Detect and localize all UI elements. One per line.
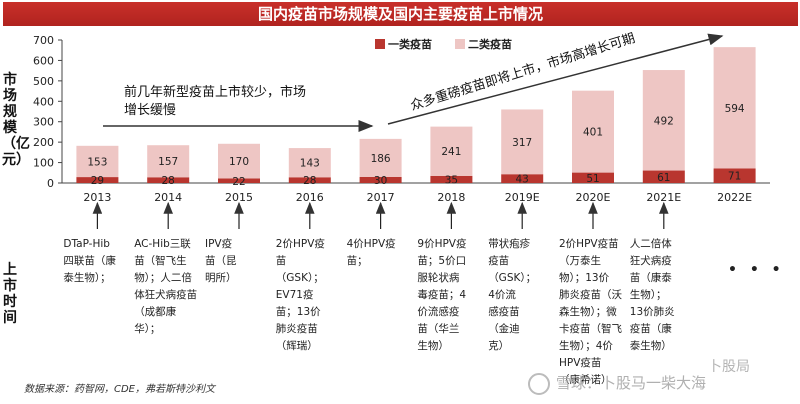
data-label-category1: 22 bbox=[232, 176, 245, 188]
bar-category2 bbox=[430, 126, 473, 176]
x-tick-label: 2018 bbox=[437, 191, 465, 204]
data-label-category2: 317 bbox=[512, 137, 532, 149]
data-label-category2: 153 bbox=[87, 156, 107, 168]
x-tick-label: 2020E bbox=[576, 191, 611, 204]
legend-swatch bbox=[375, 39, 385, 49]
data-label-category1: 30 bbox=[374, 175, 387, 187]
launch-event-2018: 9价HPV疫 苗；5价口 服轮状病 毒疫苗；4 价流感疫 苗（华兰 生物） bbox=[417, 238, 467, 352]
more-ellipsis: • • • bbox=[728, 262, 785, 278]
data-label-category2: 401 bbox=[583, 127, 603, 139]
bar-category1 bbox=[572, 172, 614, 183]
launch-event-2020E: 2价HPV疫苗 （万泰生 物）；13价 肺炎疫苗（沃 森生物）；微 卡疫苗（智飞… bbox=[559, 238, 622, 386]
bar-category2 bbox=[642, 70, 685, 171]
annotation-slow-growth-line2: 增长缓慢 bbox=[124, 102, 176, 118]
bar-category1 bbox=[642, 170, 685, 183]
launch-event-2021E: 人二倍体 狂犬病疫 苗（康泰 生物）； 13价肺炎 疫苗（康 泰生物） bbox=[629, 238, 675, 352]
data-label-category2: 170 bbox=[229, 156, 249, 168]
bar-category2 bbox=[572, 90, 614, 173]
launch-event-2014: AC-Hib三联 苗（智飞生 物）；人二倍 体狂犬病疫苗 （成都康 华）； bbox=[134, 238, 198, 335]
y-tick-label: 700 bbox=[33, 34, 54, 47]
bar-category1 bbox=[218, 178, 260, 183]
launch-event-2019E: 带状疱疹 疫苗 （GSK）； 4价流 感疫苗 （金迪 克） bbox=[488, 238, 537, 352]
y-tick-label: 500 bbox=[33, 75, 54, 88]
data-label-category2: 157 bbox=[158, 156, 178, 168]
bar-category2 bbox=[218, 143, 260, 179]
data-label-category1: 61 bbox=[657, 172, 670, 184]
y-tick-label: 0 bbox=[47, 177, 54, 190]
data-label-category1: 28 bbox=[162, 175, 175, 187]
watermark-logo-icon bbox=[528, 372, 550, 395]
y-tick-label: 400 bbox=[33, 95, 54, 108]
launch-event-2013: DTaP-Hib 四联苗（康 泰生物）； bbox=[63, 238, 116, 284]
bar-category1 bbox=[359, 176, 402, 183]
legend-label: 二类疫苗 bbox=[468, 37, 512, 51]
data-label-category2: 492 bbox=[654, 115, 674, 127]
x-tick-label: 2015 bbox=[225, 191, 253, 204]
bar-category2 bbox=[288, 148, 331, 178]
title-banner: 国内疫苗市场规模及国内主要疫苗上市情况 bbox=[3, 2, 798, 26]
data-label-category1: 43 bbox=[516, 174, 529, 186]
data-label-category2: 241 bbox=[441, 146, 461, 158]
y-tick-label: 200 bbox=[33, 136, 54, 149]
x-tick-label: 2013 bbox=[83, 191, 111, 204]
data-label-category1: 51 bbox=[586, 173, 599, 185]
bar-category1 bbox=[430, 175, 473, 183]
bar-category2 bbox=[76, 145, 119, 178]
data-label-category2: 594 bbox=[725, 103, 745, 115]
page-title: 国内疫苗市场规模及国内主要疫苗上市情况 bbox=[257, 5, 543, 23]
launch-event-2016: 2价HPV疫 苗 （GSK）； EV71疫 苗；13价 肺炎疫苗 （辉瑞） bbox=[275, 238, 325, 352]
data-label-category1: 28 bbox=[303, 175, 316, 187]
bar-category1 bbox=[76, 177, 119, 183]
bar-category1 bbox=[501, 174, 544, 183]
data-label-category1: 71 bbox=[728, 171, 741, 183]
legend-swatch bbox=[455, 39, 465, 49]
growth-trend-arrow bbox=[387, 33, 724, 125]
annotation-slow-growth-line1: 前几年新型疫苗上市较少，市场 bbox=[124, 84, 306, 100]
x-tick-label: 2017 bbox=[367, 191, 395, 204]
x-tick-label: 2014 bbox=[154, 191, 182, 204]
bar-category1 bbox=[288, 177, 331, 183]
y-tick-label: 600 bbox=[33, 54, 54, 67]
launch-time-label: 上市时间 bbox=[3, 262, 17, 326]
data-label-category2: 186 bbox=[371, 153, 391, 165]
bar-category1 bbox=[147, 177, 190, 183]
watermark-text: 雪球：卜股马一柴大海 bbox=[556, 374, 707, 392]
watermark: 雪球：卜股马一柴大海 bbox=[528, 372, 706, 395]
legend-label: 一类疫苗 bbox=[388, 37, 432, 51]
launch-event-2017: 4价HPV疫 苗； bbox=[346, 238, 396, 267]
bar-category2 bbox=[359, 138, 402, 177]
y-tick-label: 100 bbox=[33, 157, 54, 170]
y-tick-label: 300 bbox=[33, 116, 54, 129]
bar-category2 bbox=[147, 145, 190, 178]
x-tick-label: 2019E bbox=[505, 191, 540, 204]
x-tick-label: 2022E bbox=[717, 191, 752, 204]
x-tick-label: 2021E bbox=[646, 191, 681, 204]
launch-event-2015: IPV疫 苗（昆 明所） bbox=[205, 238, 237, 284]
bar-category2 bbox=[501, 109, 544, 175]
bar-category1 bbox=[713, 168, 756, 183]
source-note: 数据来源：药智网，CDE，弗若斯特沙利文 bbox=[24, 384, 216, 395]
x-tick-label: 2016 bbox=[296, 191, 324, 204]
data-label-category2: 143 bbox=[300, 158, 320, 170]
bar-category2 bbox=[713, 47, 756, 169]
watermark-secondary: 卜股局 bbox=[708, 359, 750, 375]
data-label-category1: 35 bbox=[445, 174, 458, 186]
data-label-category1: 29 bbox=[91, 175, 104, 187]
